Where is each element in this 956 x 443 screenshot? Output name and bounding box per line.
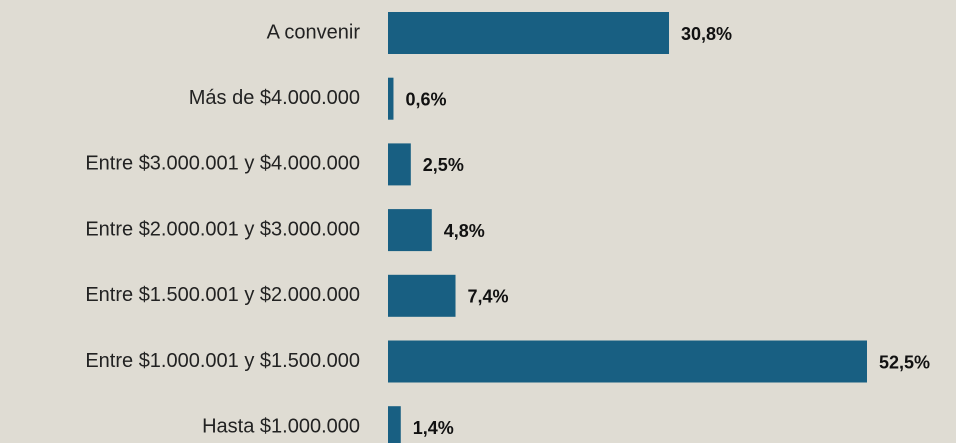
value-label: 1,4%: [413, 418, 454, 438]
bar: [388, 274, 456, 317]
category-label: Entre $2.000.001 y $3.000.000: [85, 218, 360, 240]
value-label: 30,8%: [681, 24, 732, 44]
value-label: 0,6%: [405, 89, 446, 109]
category-label: Entre $3.000.001 y $4.000.000: [85, 153, 360, 175]
category-label: Más de $4.000.000: [189, 87, 360, 109]
category-label: Entre $1.000.001 y $1.500.000: [85, 350, 360, 372]
category-label: Entre $1.500.001 y $2.000.000: [85, 284, 360, 306]
bar: [388, 209, 432, 252]
category-label: Hasta $1.000.000: [202, 415, 360, 437]
category-label: A convenir: [267, 21, 361, 43]
bar: [388, 143, 411, 186]
bar: [388, 406, 401, 443]
value-label: 7,4%: [468, 287, 509, 307]
bar: [388, 77, 394, 120]
value-label: 4,8%: [444, 221, 485, 241]
value-label: 52,5%: [879, 352, 930, 372]
value-label: 2,5%: [423, 155, 464, 175]
bar: [388, 12, 670, 54]
bar: [388, 340, 867, 383]
